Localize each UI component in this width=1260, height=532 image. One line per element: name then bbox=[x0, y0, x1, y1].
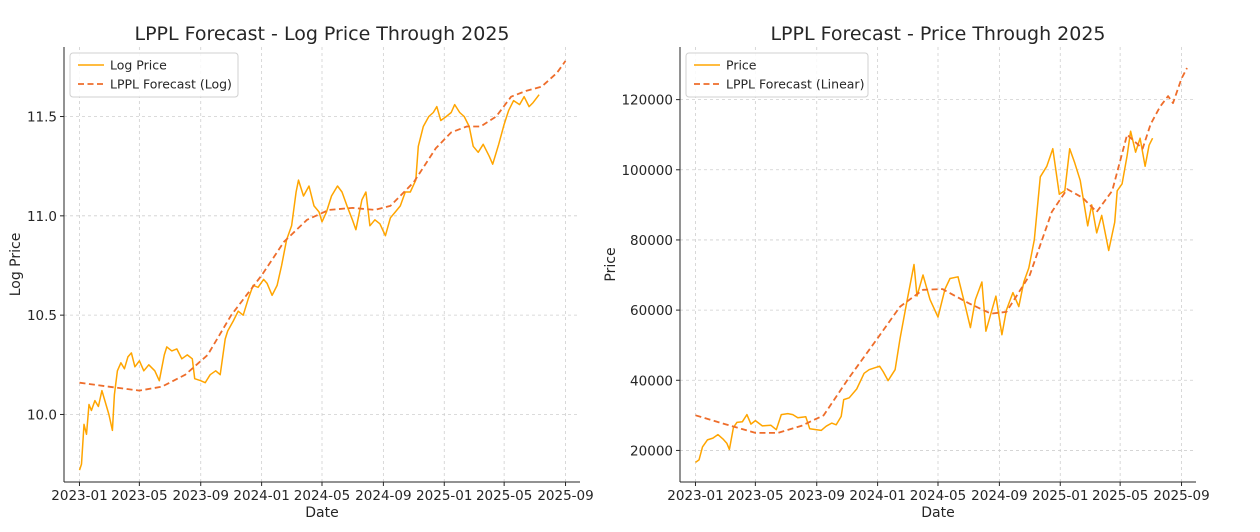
x-tick-label: 2025-09 bbox=[1153, 488, 1209, 504]
price-series-actual-line bbox=[695, 130, 1154, 464]
y-tick-label: 10.5 bbox=[27, 308, 57, 324]
x-tick-label: 2025-09 bbox=[537, 488, 593, 504]
x-tick-label: 2023-05 bbox=[727, 488, 783, 504]
y-tick-label: 40000 bbox=[630, 373, 673, 389]
price-series-forecast-line bbox=[695, 67, 1188, 434]
y-axis-label: Log Price bbox=[8, 233, 24, 297]
legend-label: Price bbox=[726, 58, 757, 73]
y-tick-label: 11.0 bbox=[27, 209, 57, 225]
x-tick-label: 2025-05 bbox=[1092, 488, 1148, 504]
x-axis-label: Date bbox=[921, 505, 954, 521]
y-tick-label: 100000 bbox=[621, 163, 673, 179]
legend-box bbox=[685, 52, 869, 98]
x-tick-label: 2025-01 bbox=[416, 488, 472, 504]
x-tick-label: 2024-09 bbox=[355, 488, 411, 504]
y-axis-label: Price bbox=[603, 247, 619, 281]
log-series-forecast-line bbox=[79, 60, 567, 392]
y-tick-label: 80000 bbox=[630, 233, 673, 249]
x-tick-label: 2023-09 bbox=[173, 488, 229, 504]
x-axis-label: Date bbox=[305, 505, 338, 521]
y-tick-label: 60000 bbox=[630, 303, 673, 319]
chart-title: LPPL Forecast - Log Price Through 2025 bbox=[134, 23, 509, 45]
x-tick-label: 2024-05 bbox=[910, 488, 966, 504]
legend-label: LPPL Forecast (Log) bbox=[110, 77, 232, 92]
x-tick-label: 2024-01 bbox=[233, 488, 289, 504]
x-tick-label: 2025-01 bbox=[1032, 488, 1088, 504]
x-tick-label: 2024-09 bbox=[971, 488, 1027, 504]
y-tick-label: 10.0 bbox=[27, 407, 57, 423]
x-tick-label: 2024-05 bbox=[294, 488, 350, 504]
log-price-chart: 2023-01 2023-05 2023-09 2024-01 2024-05 2024-… bbox=[8, 23, 594, 521]
x-tick-label: 2023-01 bbox=[51, 488, 107, 504]
x-tick-label: 2023-09 bbox=[789, 488, 845, 504]
chart-title: LPPL Forecast - Price Through 2025 bbox=[770, 23, 1105, 45]
y-tick-label: 120000 bbox=[621, 93, 673, 109]
y-tick-label: 20000 bbox=[630, 443, 673, 459]
x-tick-label: 2024-01 bbox=[849, 488, 905, 504]
x-tick-label: 2023-05 bbox=[111, 488, 167, 504]
legend-box bbox=[69, 52, 239, 98]
log-series-actual-line bbox=[78, 94, 540, 471]
x-tick-label: 2023-01 bbox=[667, 488, 723, 504]
x-tick-label: 2025-05 bbox=[476, 488, 532, 504]
legend-label: LPPL Forecast (Linear) bbox=[726, 77, 864, 92]
price-chart: 2023-01 2023-05 2023-09 2024-01 2024-05 2024-… bbox=[603, 23, 1210, 521]
y-tick-label: 11.5 bbox=[27, 110, 57, 126]
legend-label: Log Price bbox=[110, 58, 167, 73]
